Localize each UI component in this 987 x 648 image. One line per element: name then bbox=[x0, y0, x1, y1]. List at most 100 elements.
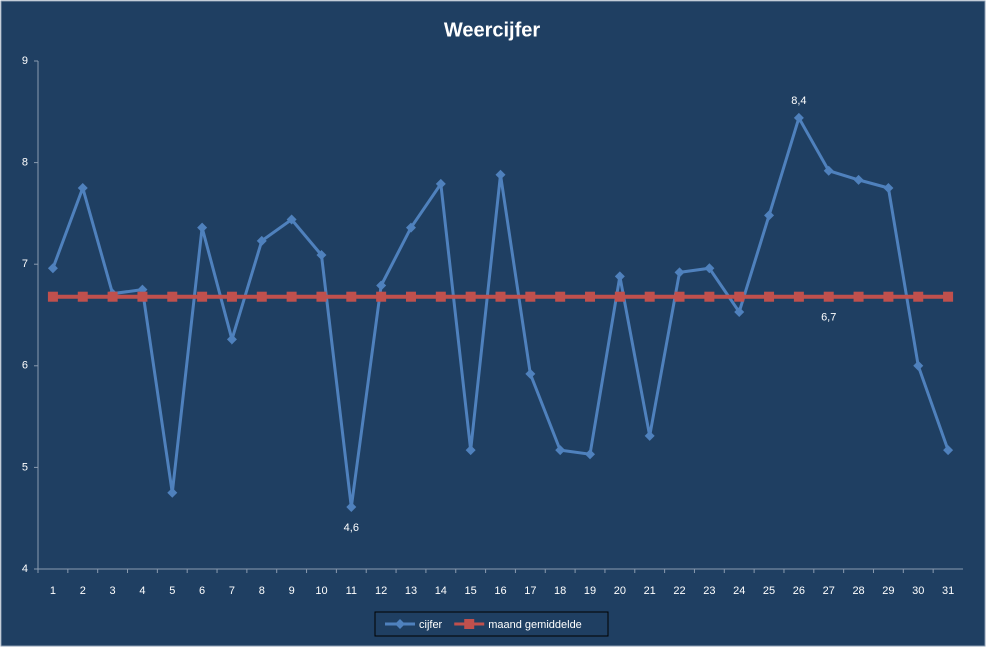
legend-label: cijfer bbox=[419, 619, 443, 631]
x-tick-label: 30 bbox=[912, 585, 924, 597]
marker bbox=[346, 502, 357, 513]
marker bbox=[286, 291, 297, 302]
x-tick-label: 5 bbox=[169, 585, 175, 597]
y-tick-label: 7 bbox=[22, 258, 28, 270]
marker bbox=[734, 291, 745, 302]
marker bbox=[764, 210, 775, 221]
marker bbox=[316, 250, 327, 261]
legend-label: maand gemiddelde bbox=[488, 619, 582, 631]
x-tick-label: 1 bbox=[50, 585, 56, 597]
data-label: 6,7 bbox=[821, 312, 836, 324]
marker bbox=[674, 291, 685, 302]
data-label: 8,4 bbox=[791, 95, 806, 107]
x-tick-label: 7 bbox=[229, 585, 235, 597]
marker bbox=[764, 291, 775, 302]
marker bbox=[465, 445, 476, 456]
y-tick-label: 4 bbox=[22, 563, 28, 575]
marker bbox=[644, 430, 655, 441]
x-tick-label: 18 bbox=[554, 585, 566, 597]
y-tick-label: 8 bbox=[22, 157, 28, 169]
x-tick-label: 21 bbox=[644, 585, 656, 597]
marker bbox=[525, 291, 536, 302]
marker bbox=[435, 178, 446, 189]
marker bbox=[316, 291, 327, 302]
marker bbox=[555, 445, 566, 456]
x-tick-label: 24 bbox=[733, 585, 745, 597]
marker bbox=[913, 360, 924, 371]
marker bbox=[853, 291, 864, 302]
marker bbox=[107, 291, 118, 302]
data-label: 4,6 bbox=[344, 522, 359, 534]
x-tick-label: 4 bbox=[139, 585, 145, 597]
x-tick-label: 11 bbox=[346, 585, 357, 597]
x-tick-label: 20 bbox=[614, 585, 626, 597]
marker bbox=[943, 445, 954, 456]
marker bbox=[376, 291, 387, 302]
marker bbox=[674, 267, 685, 278]
marker bbox=[435, 291, 446, 302]
y-tick-label: 9 bbox=[22, 55, 28, 67]
legend-box bbox=[374, 611, 609, 637]
x-tick-label: 29 bbox=[882, 585, 894, 597]
marker bbox=[465, 291, 476, 302]
x-tick-label: 23 bbox=[703, 585, 715, 597]
marker bbox=[395, 619, 405, 629]
x-tick-label: 16 bbox=[494, 585, 506, 597]
y-tick-label: 5 bbox=[22, 461, 28, 473]
x-tick-label: 19 bbox=[584, 585, 596, 597]
marker bbox=[614, 271, 625, 282]
marker bbox=[226, 334, 237, 345]
x-tick-label: 6 bbox=[199, 585, 205, 597]
x-tick-label: 25 bbox=[763, 585, 775, 597]
marker bbox=[77, 291, 88, 302]
x-tick-label: 28 bbox=[852, 585, 864, 597]
x-tick-label: 15 bbox=[465, 585, 477, 597]
x-tick-label: 13 bbox=[405, 585, 417, 597]
marker bbox=[464, 619, 475, 629]
marker bbox=[346, 291, 357, 302]
x-tick-label: 8 bbox=[259, 585, 265, 597]
x-tick-label: 22 bbox=[673, 585, 685, 597]
x-tick-label: 27 bbox=[823, 585, 835, 597]
x-tick-label: 12 bbox=[375, 585, 387, 597]
chart-title: Weercijfer bbox=[444, 19, 541, 41]
marker bbox=[614, 291, 625, 302]
marker bbox=[793, 112, 804, 123]
marker bbox=[167, 487, 178, 498]
marker bbox=[495, 169, 506, 180]
marker bbox=[943, 291, 954, 302]
marker bbox=[883, 183, 894, 193]
x-tick-label: 9 bbox=[289, 585, 295, 597]
marker bbox=[495, 291, 506, 302]
marker bbox=[883, 291, 894, 302]
x-tick-label: 3 bbox=[110, 585, 116, 597]
marker bbox=[256, 235, 267, 246]
marker bbox=[555, 291, 566, 302]
marker bbox=[704, 291, 715, 302]
marker bbox=[197, 222, 208, 233]
marker bbox=[823, 165, 834, 176]
marker bbox=[256, 291, 267, 302]
marker bbox=[197, 291, 208, 302]
x-tick-label: 2 bbox=[80, 585, 86, 597]
marker bbox=[405, 291, 416, 302]
marker bbox=[47, 291, 58, 302]
marker bbox=[226, 291, 237, 302]
marker bbox=[47, 263, 58, 274]
marker bbox=[644, 291, 655, 302]
x-tick-label: 14 bbox=[435, 585, 447, 597]
marker bbox=[585, 291, 596, 302]
marker bbox=[286, 214, 297, 225]
marker bbox=[853, 174, 864, 185]
marker bbox=[823, 291, 834, 302]
marker bbox=[376, 280, 387, 291]
marker bbox=[793, 291, 804, 302]
marker bbox=[913, 291, 924, 302]
x-tick-label: 10 bbox=[315, 585, 327, 597]
marker bbox=[167, 291, 178, 302]
marker bbox=[704, 263, 715, 274]
marker bbox=[525, 368, 536, 379]
